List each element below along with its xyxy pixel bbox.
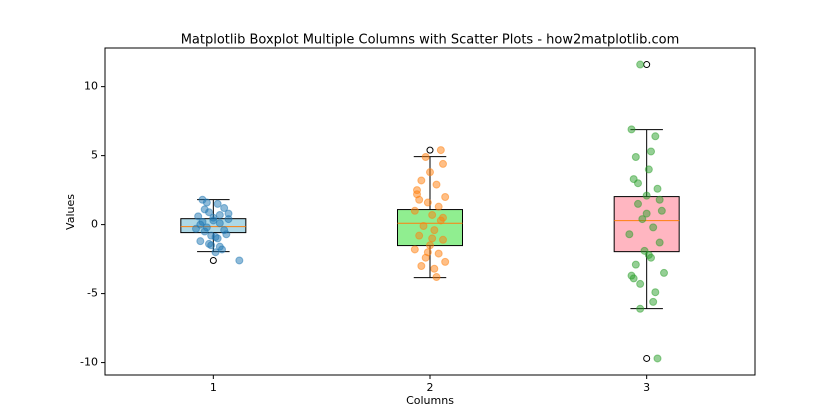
scatter-point — [421, 153, 430, 161]
scatter-point — [417, 262, 426, 270]
y-tick-label: -5 — [87, 287, 98, 300]
scatter-point — [638, 215, 647, 224]
scatter-point — [207, 231, 216, 240]
scatter-point — [410, 206, 419, 215]
scatter-point — [439, 159, 447, 168]
scatter-point — [196, 237, 205, 246]
y-tick-label: 10 — [84, 80, 98, 93]
scatter-point — [647, 147, 655, 156]
chart-title: Matplotlib Boxplot Multiple Columns with… — [181, 33, 680, 48]
y-tick-label: 5 — [91, 149, 98, 162]
scatter-point — [419, 221, 428, 230]
scatter-point — [439, 235, 447, 244]
scatter-point — [627, 125, 636, 134]
x-tick-label: 3 — [643, 381, 650, 394]
scatter-point — [205, 239, 213, 248]
scatter-point — [439, 213, 447, 222]
scatter-point — [432, 180, 441, 189]
scatter-point — [642, 191, 651, 200]
x-tick-label: 2 — [427, 381, 434, 394]
scatter-point — [213, 234, 222, 243]
scatter-point — [631, 260, 640, 269]
scatter-point — [441, 193, 450, 202]
scatter-point — [655, 195, 664, 204]
y-tick-label: -10 — [80, 356, 98, 369]
scatter-point — [194, 212, 203, 221]
plot-frame — [104, 47, 756, 376]
scatter-point — [660, 268, 668, 277]
scatter-point — [655, 238, 664, 247]
scatter-point — [200, 205, 209, 214]
x-axis-label: Columns — [406, 394, 454, 407]
scatter-point — [426, 241, 434, 250]
scatter-point — [200, 227, 209, 236]
scatter-point — [428, 234, 437, 243]
scatter-point — [653, 184, 662, 193]
outlier — [643, 354, 651, 362]
scatter-point — [634, 179, 642, 188]
scatter-point — [651, 288, 660, 297]
scatter-point — [649, 223, 658, 232]
scatter-point — [220, 204, 229, 213]
scatter-point — [423, 198, 432, 207]
scatter-point — [631, 153, 640, 161]
scatter-point — [213, 199, 222, 208]
scatter-point — [636, 279, 645, 288]
scatter-point — [423, 248, 432, 257]
box — [613, 196, 680, 253]
scatter-point — [434, 202, 443, 211]
scatter-point — [434, 249, 443, 258]
scatter-point — [417, 176, 426, 185]
scatter-point — [426, 168, 434, 177]
scatter-point — [432, 273, 441, 282]
scatter-point — [413, 190, 421, 199]
scatter-point — [220, 226, 229, 235]
scatter-point — [634, 199, 642, 208]
scatter-point — [224, 215, 233, 224]
scatter-point — [428, 210, 437, 219]
scatter-point — [209, 213, 218, 222]
scatter-point — [211, 248, 220, 257]
y-tick-label: 0 — [91, 218, 98, 231]
scatter-point — [415, 231, 424, 240]
outlier — [209, 256, 217, 264]
scatter-point — [215, 219, 224, 228]
scatter-point — [653, 354, 662, 363]
scatter-point — [430, 226, 439, 235]
x-tick-label: 1 — [210, 381, 217, 394]
scatter-point — [410, 245, 419, 254]
scatter-point — [235, 256, 244, 265]
scatter-point — [436, 146, 445, 155]
scatter-point — [636, 304, 645, 313]
scatter-point — [649, 297, 658, 306]
scatter-point — [651, 132, 660, 141]
scatter-point — [644, 165, 653, 174]
scatter-point — [627, 271, 636, 280]
scatter-point — [642, 209, 651, 218]
scatter-point — [644, 250, 653, 259]
scatter-point — [196, 220, 205, 229]
outlier — [426, 146, 434, 154]
scatter-point — [202, 198, 211, 207]
scatter-point — [657, 206, 666, 215]
scatter-point — [625, 230, 634, 239]
scatter-point — [441, 257, 450, 266]
y-axis-label: Values — [64, 194, 77, 230]
scatter-point — [430, 264, 439, 273]
scatter-point — [636, 60, 645, 69]
scatter-point — [215, 210, 224, 219]
scatter-point — [215, 242, 224, 251]
